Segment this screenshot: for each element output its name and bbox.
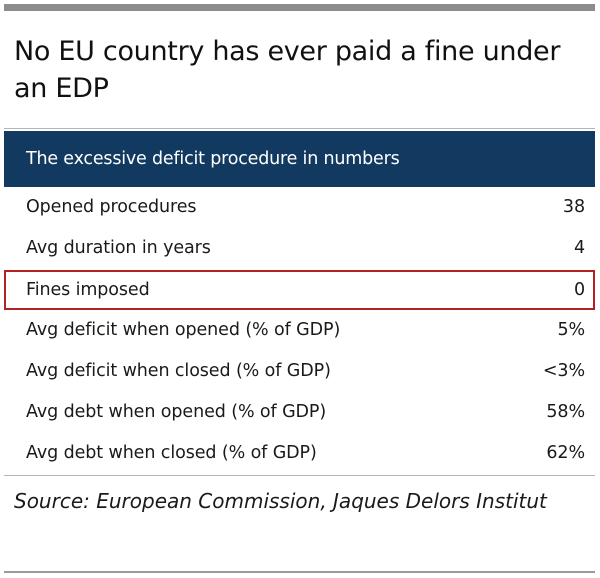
table-row-fines-imposed-highlighted: Fines imposed 0 xyxy=(4,269,595,310)
row-label: Opened procedures xyxy=(26,197,197,218)
row-value: 58% xyxy=(546,402,585,422)
row-value: 5% xyxy=(557,320,585,341)
table-row-opened-procedures: Opened procedures 38 xyxy=(4,187,595,228)
row-label: Avg deficit when closed (% of GDP) xyxy=(26,361,331,382)
row-label: Fines imposed xyxy=(26,279,150,300)
row-value: 0 xyxy=(573,279,585,300)
stats-table: Opened procedures 38 Avg duration in yea… xyxy=(4,187,595,473)
row-label: Avg deficit when opened (% of GDP) xyxy=(26,320,341,341)
table-row-deficit-closed: Avg deficit when closed (% of GDP) <3% xyxy=(4,351,595,392)
row-value: 4 xyxy=(573,238,585,259)
table-row-deficit-opened: Avg deficit when opened (% of GDP) 5% xyxy=(4,310,595,351)
table-row-avg-duration: Avg duration in years 4 xyxy=(4,228,595,269)
row-value: <3% xyxy=(542,361,585,382)
source-divider xyxy=(4,475,595,476)
page-title: No EU country has ever paid a fine under… xyxy=(14,36,561,104)
table-row-debt-closed: Avg debt when closed (% of GDP) 62% xyxy=(4,432,595,473)
bottom-rule xyxy=(4,571,595,573)
table-row-debt-opened: Avg debt when opened (% of GDP) 58% xyxy=(4,392,595,433)
row-label: Avg debt when closed (% of GDP) xyxy=(26,442,317,463)
table-header-label: The excessive deficit procedure in numbe… xyxy=(26,149,400,169)
row-value: 62% xyxy=(546,442,585,463)
row-label: Avg debt when opened (% of GDP) xyxy=(26,402,327,422)
source-note: Source: European Commission, Jaques Delo… xyxy=(14,489,547,513)
top-rule xyxy=(4,4,595,11)
title-divider xyxy=(4,128,595,129)
row-label: Avg duration in years xyxy=(26,238,211,259)
row-value: 38 xyxy=(562,197,585,218)
table-header: The excessive deficit procedure in numbe… xyxy=(4,131,595,187)
